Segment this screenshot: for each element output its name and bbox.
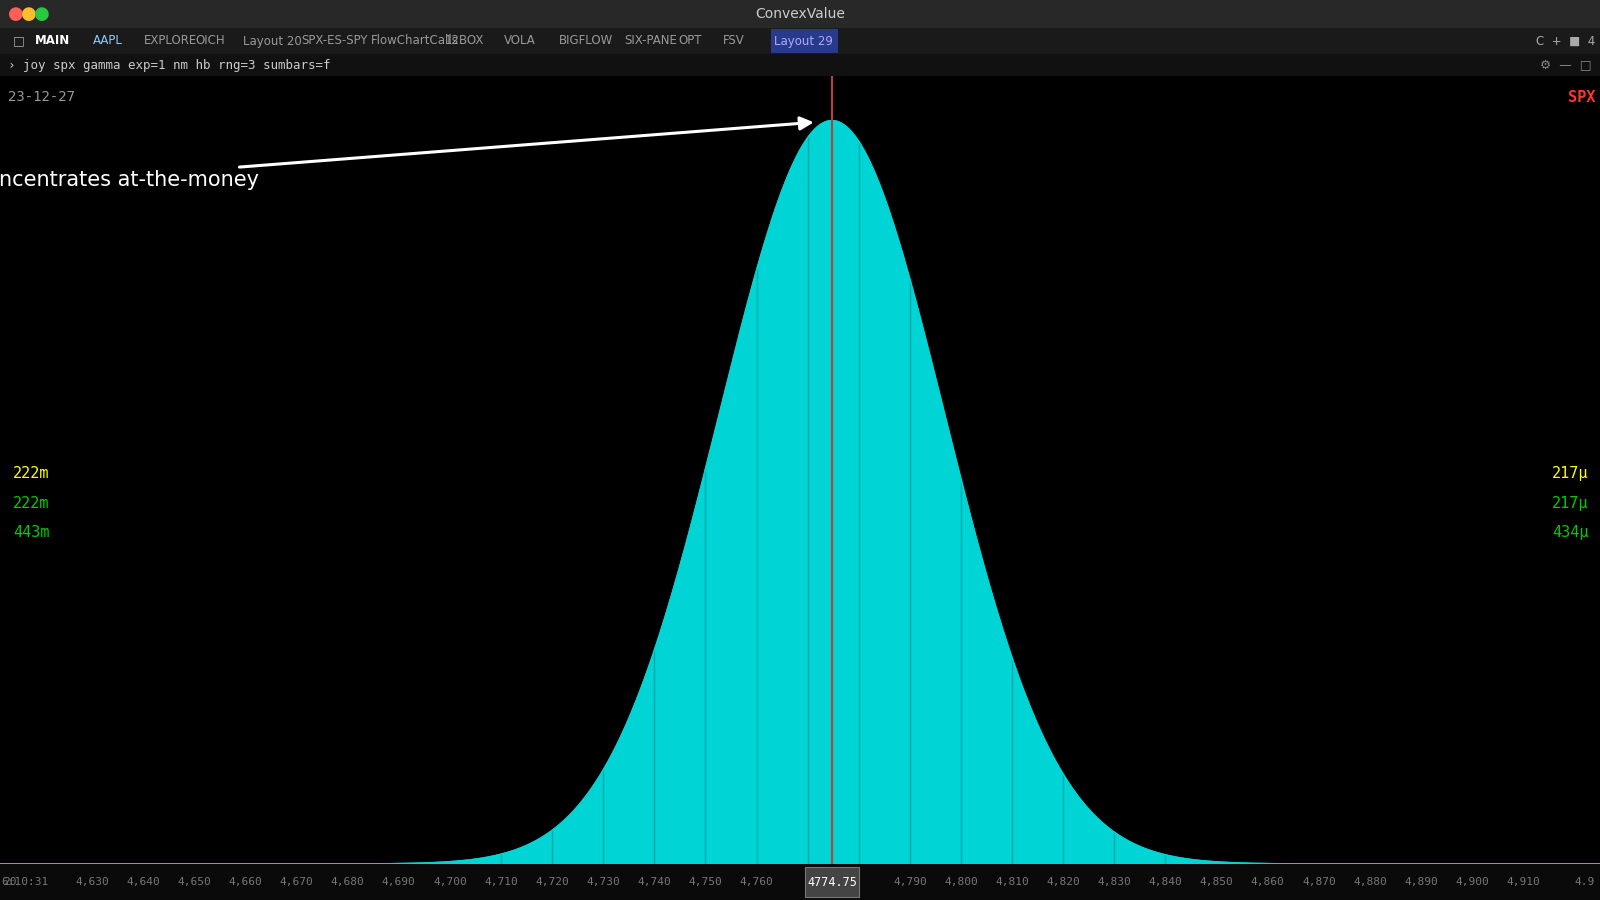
Text: 4.9: 4.9	[1574, 877, 1595, 887]
Text: 4,630: 4,630	[75, 877, 109, 887]
Text: ●: ●	[21, 5, 37, 23]
Text: › joy spx gamma exp=1 nm hb rng=3 sumbars=f: › joy spx gamma exp=1 nm hb rng=3 sumbar…	[8, 58, 331, 71]
Text: 4,720: 4,720	[536, 877, 570, 887]
Text: 4,810: 4,810	[995, 877, 1029, 887]
Text: 4,800: 4,800	[944, 877, 978, 887]
Text: 443m: 443m	[13, 525, 50, 540]
Text: OICH: OICH	[195, 34, 226, 48]
Text: 4,710: 4,710	[485, 877, 518, 887]
Text: 4,870: 4,870	[1302, 877, 1336, 887]
Text: SPX-ES-SPY: SPX-ES-SPY	[301, 34, 368, 48]
Text: 4,730: 4,730	[586, 877, 621, 887]
Text: BIGFLOW: BIGFLOW	[558, 34, 613, 48]
Text: 222m: 222m	[13, 496, 50, 510]
Text: 4,680: 4,680	[331, 877, 365, 887]
FancyBboxPatch shape	[771, 30, 838, 53]
Text: 4,700: 4,700	[434, 877, 467, 887]
Text: ●: ●	[8, 5, 24, 23]
Text: C  +  ■  4: C + ■ 4	[1536, 34, 1595, 48]
Text: Layout 20: Layout 20	[243, 34, 302, 48]
Text: 4,740: 4,740	[637, 877, 670, 887]
Text: 4,650: 4,650	[178, 877, 211, 887]
Text: VOLA: VOLA	[504, 34, 536, 48]
Text: 4,900: 4,900	[1456, 877, 1490, 887]
Text: 4,850: 4,850	[1200, 877, 1234, 887]
FancyBboxPatch shape	[805, 867, 859, 897]
Text: 4,830: 4,830	[1098, 877, 1131, 887]
Text: 4,790: 4,790	[893, 877, 926, 887]
Text: Gamma concentrates at-the-money: Gamma concentrates at-the-money	[0, 118, 811, 190]
Text: 4,840: 4,840	[1149, 877, 1182, 887]
Text: 23-12-27: 23-12-27	[8, 90, 75, 104]
Text: 4,890: 4,890	[1405, 877, 1438, 887]
Text: 4,670: 4,670	[280, 877, 314, 887]
Text: 4,760: 4,760	[739, 877, 773, 887]
Text: □: □	[13, 34, 24, 48]
Text: 434μ: 434μ	[1552, 525, 1589, 540]
Text: 217μ: 217μ	[1552, 466, 1589, 482]
Text: 4,860: 4,860	[1251, 877, 1285, 887]
Text: 4,660: 4,660	[229, 877, 262, 887]
Text: 4,640: 4,640	[126, 877, 160, 887]
Text: ●: ●	[34, 5, 50, 23]
Text: 20: 20	[3, 877, 16, 887]
Text: Layout 29: Layout 29	[774, 34, 834, 48]
Text: 4,880: 4,880	[1354, 877, 1387, 887]
Text: MAIN: MAIN	[35, 34, 70, 48]
Text: 222m: 222m	[13, 466, 50, 482]
Text: 4774.75: 4774.75	[806, 876, 858, 888]
Text: 4,690: 4,690	[382, 877, 416, 887]
Text: ConvexValue: ConvexValue	[755, 7, 845, 21]
Text: SIX-PANE: SIX-PANE	[624, 34, 677, 48]
Text: SPX: SPX	[1568, 90, 1595, 105]
Text: 217μ: 217μ	[1552, 496, 1589, 510]
Text: FSV: FSV	[723, 34, 746, 48]
Text: 4,820: 4,820	[1046, 877, 1080, 887]
Text: OPT: OPT	[678, 34, 702, 48]
Text: 6:10:31: 6:10:31	[2, 877, 50, 887]
Text: AAPL: AAPL	[93, 34, 123, 48]
Text: EXPLORE: EXPLORE	[144, 34, 197, 48]
Text: 12BOX: 12BOX	[445, 34, 485, 48]
Text: ⚙  —  □: ⚙ — □	[1541, 58, 1592, 71]
Text: 4,910: 4,910	[1507, 877, 1541, 887]
Text: FlowChartCalls: FlowChartCalls	[371, 34, 459, 48]
Text: 4,750: 4,750	[688, 877, 722, 887]
